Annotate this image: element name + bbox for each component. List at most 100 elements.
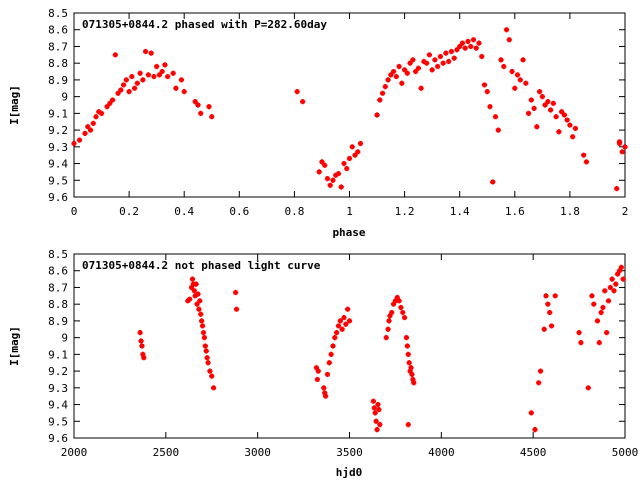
data-point	[512, 85, 518, 91]
y-tick-label: 9.3	[48, 382, 68, 395]
data-point	[322, 162, 328, 168]
data-point	[345, 306, 351, 312]
data-point	[332, 335, 338, 341]
data-point	[118, 87, 124, 93]
data-point	[479, 53, 485, 60]
data-point	[501, 63, 507, 70]
phased-light-curve-panel: 071305+0844.2 phased with P=282.60day ph…	[8, 7, 628, 239]
data-point	[205, 360, 211, 366]
data-point	[199, 318, 205, 324]
x-tick-label: 1.4	[450, 205, 470, 218]
data-point	[197, 298, 203, 304]
data-point	[532, 427, 538, 433]
data-point	[454, 47, 460, 53]
data-point	[385, 326, 391, 332]
y-tick-label: 8.6	[48, 265, 68, 278]
data-point	[413, 68, 419, 75]
data-point	[294, 89, 300, 95]
data-point	[145, 72, 151, 78]
x-tick-label: 1.8	[560, 205, 580, 218]
x-axis-label: phase	[332, 226, 365, 239]
y-tick-label: 9.3	[48, 141, 68, 154]
data-point	[393, 73, 399, 80]
data-point	[90, 120, 96, 126]
data-point	[418, 85, 424, 91]
data-point	[173, 85, 179, 91]
chart-title: 071305+0844.2 phased with P=282.60day	[82, 18, 327, 31]
x-tick-label: 3500	[336, 446, 363, 459]
x-tick-label: 5000	[612, 446, 639, 459]
data-point	[379, 90, 386, 96]
data-point	[324, 176, 331, 182]
data-point	[481, 82, 488, 88]
data-point	[352, 152, 358, 158]
data-point	[509, 68, 515, 75]
data-point	[465, 38, 471, 45]
y-tick-label: 8.7	[48, 40, 68, 53]
data-point	[396, 298, 402, 304]
data-point	[410, 57, 416, 63]
data-point	[327, 182, 333, 188]
data-point	[548, 323, 555, 329]
data-point	[123, 77, 129, 83]
data-point	[552, 293, 558, 299]
data-point	[187, 296, 193, 302]
data-point	[448, 48, 455, 55]
data-point	[371, 405, 377, 411]
data-point	[202, 343, 208, 349]
data-point	[484, 89, 490, 95]
data-point	[335, 170, 342, 177]
data-point	[338, 184, 344, 190]
data-point	[115, 90, 121, 96]
data-point	[373, 418, 379, 424]
data-point	[443, 50, 449, 56]
data-point	[201, 335, 208, 341]
data-point	[323, 393, 329, 399]
data-point	[141, 355, 147, 361]
data-point	[315, 368, 321, 374]
data-point	[324, 371, 331, 378]
data-point	[576, 330, 582, 336]
data-point	[156, 72, 163, 78]
data-point	[451, 55, 457, 61]
data-point	[109, 97, 116, 103]
data-point	[210, 385, 217, 391]
data-point	[209, 114, 215, 120]
data-point	[170, 70, 176, 76]
data-point	[330, 177, 336, 183]
data-point	[432, 57, 438, 63]
data-point	[468, 43, 474, 50]
y-tick-label: 9.4	[48, 158, 68, 171]
data-point	[506, 37, 512, 43]
data-point	[459, 40, 466, 46]
data-point	[189, 276, 196, 282]
unphased-light-curve-panel: 071305+0844.2 not phased light curve hjd…	[8, 248, 638, 479]
data-point	[209, 373, 215, 379]
data-point	[85, 124, 91, 130]
data-point	[585, 385, 591, 391]
data-point	[609, 276, 615, 282]
data-point	[559, 109, 565, 115]
y-tick-label: 8.5	[48, 7, 68, 20]
data-point	[498, 57, 504, 63]
data-point	[561, 112, 567, 118]
data-point	[139, 343, 145, 349]
data-point	[473, 45, 479, 51]
data-point	[300, 99, 306, 105]
y-tick-label: 9.5	[48, 174, 68, 187]
data-point	[386, 318, 392, 324]
data-point	[162, 62, 168, 68]
x-tick-label: 0.4	[174, 205, 194, 218]
data-point	[195, 102, 201, 108]
data-point	[594, 318, 601, 324]
data-point	[583, 159, 590, 165]
data-point	[543, 293, 549, 299]
y-tick-label: 9.2	[48, 124, 68, 137]
y-tick-label: 9.1	[48, 107, 68, 120]
data-point	[607, 284, 613, 291]
y-tick-label: 9.4	[48, 399, 68, 412]
y-axis-label: I[mag]	[8, 326, 21, 366]
y-tick-label: 8.8	[48, 298, 68, 311]
data-point	[435, 63, 441, 70]
x-tick-label: 2000	[61, 446, 88, 459]
